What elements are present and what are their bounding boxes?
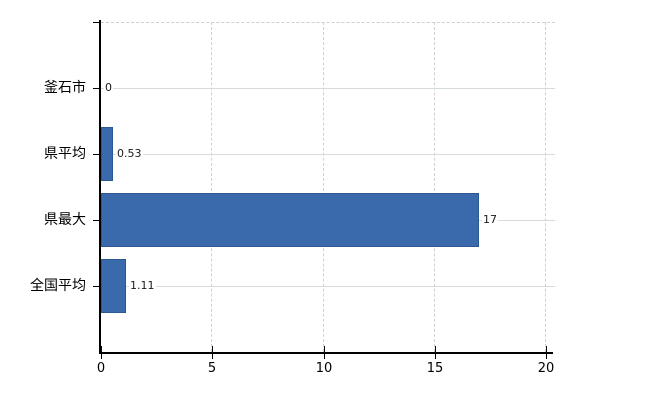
vertical-gridline (434, 22, 435, 352)
x-axis-tick-label: 10 (315, 361, 333, 376)
y-axis-tick (93, 88, 101, 89)
plot-top-border (101, 22, 555, 23)
horizontal-gridline (101, 286, 555, 287)
vertical-gridline (545, 22, 546, 352)
category-label: 県平均 (44, 146, 86, 162)
bar (101, 193, 479, 247)
x-axis-tick-label: 20 (537, 361, 555, 376)
horizontal-gridline (101, 88, 555, 89)
x-axis-tick-label: 0 (96, 361, 106, 376)
bar (101, 127, 113, 181)
y-axis-tick (93, 220, 101, 221)
value-label: 17 (482, 213, 498, 227)
y-axis-tick (93, 286, 101, 287)
x-axis-tick-label: 5 (207, 361, 217, 376)
vertical-gridline (211, 22, 212, 352)
category-label: 釜石市 (44, 80, 86, 96)
x-axis-line (99, 352, 553, 354)
y-axis-line (99, 20, 101, 354)
bar (101, 259, 126, 313)
category-label: 県最大 (44, 212, 86, 228)
value-label: 1.11 (129, 279, 156, 293)
value-label: 0 (104, 81, 113, 95)
y-axis-tick (93, 154, 101, 155)
value-label: 0.53 (116, 147, 143, 161)
vertical-gridline (323, 22, 324, 352)
horizontal-gridline (101, 154, 555, 155)
category-label: 全国平均 (30, 278, 86, 294)
x-axis-tick-label: 15 (426, 361, 444, 376)
y-axis-tick (93, 22, 101, 23)
